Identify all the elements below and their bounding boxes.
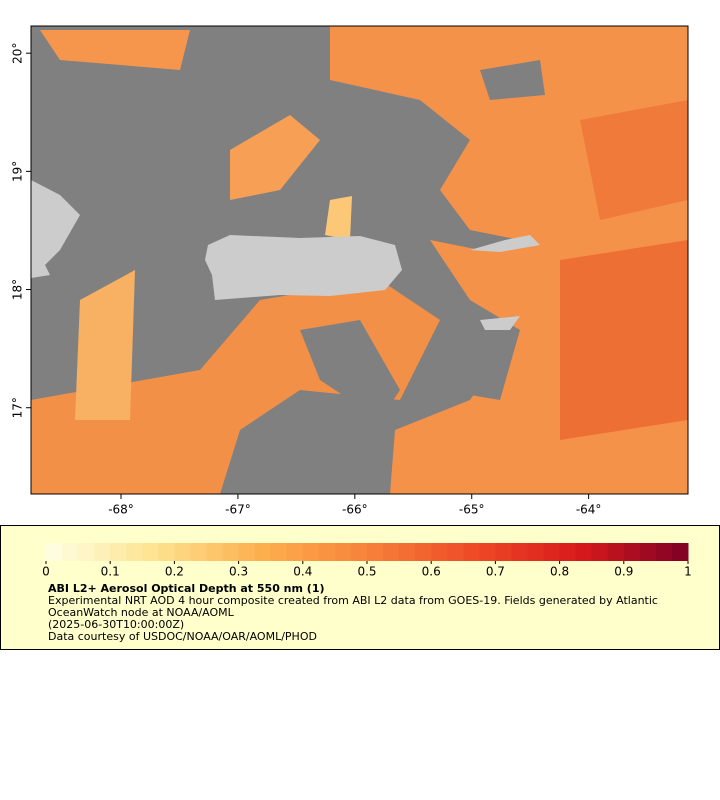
- colorbar-step: [142, 543, 159, 561]
- colorbar-step: [190, 543, 207, 561]
- colorbar-tick-label: 0.5: [357, 565, 376, 579]
- land-st-croix: [480, 316, 520, 330]
- colorbar-step: [222, 543, 240, 561]
- colorbar-step: [286, 543, 304, 561]
- land-puerto-rico: [205, 235, 402, 300]
- colorbar-step: [238, 543, 256, 561]
- colorbar-step: [495, 543, 512, 561]
- colorbar-step: [607, 543, 625, 561]
- aod-region: [560, 240, 688, 440]
- colorbar-step: [334, 543, 352, 561]
- colorbar-tick-label: 0: [42, 565, 50, 579]
- colorbar-tick-label: 0.6: [422, 565, 441, 579]
- colorbar-step: [126, 543, 143, 561]
- colorbar-step: [254, 543, 272, 561]
- aod-region: [325, 196, 352, 240]
- x-tick-label: -67°: [225, 503, 251, 517]
- colorbar-step: [383, 543, 400, 561]
- colorbar-step: [367, 543, 384, 561]
- aod-region: [580, 100, 688, 220]
- colorbar-step: [62, 543, 79, 561]
- colorbar-step: [575, 543, 593, 561]
- colorbar-step: [350, 543, 368, 561]
- colorbar-step: [206, 543, 224, 561]
- x-tick-label: -68°: [108, 503, 134, 517]
- land-virgin-islands: [470, 235, 540, 252]
- colorbar-tick-label: 0.3: [229, 565, 248, 579]
- land-hispaniola: [31, 180, 80, 278]
- colorbar-step: [543, 543, 561, 561]
- colorbar-step: [655, 543, 673, 561]
- map-frame: [30, 25, 689, 495]
- x-tick-label: -64°: [576, 503, 602, 517]
- colorbar-tick-label: 0.2: [165, 565, 184, 579]
- colorbar-step: [270, 543, 288, 561]
- colorbar-step: [94, 543, 111, 561]
- caption-line: (2025-06-30T10:00:00Z): [48, 618, 185, 631]
- colorbar-tick-label: 0.8: [550, 565, 569, 579]
- aerosol-field: [31, 26, 688, 494]
- colorbar-step: [302, 543, 320, 561]
- colorbar-step: [591, 543, 609, 561]
- colorbar: 0 0.1 0.2 0.3 0.4 0.5 0.6 0.7 0.8 0.9 1: [42, 543, 692, 579]
- colorbar-step: [415, 543, 432, 561]
- aod-region: [40, 30, 190, 70]
- colorbar-step: [399, 543, 416, 561]
- colorbar-step: [318, 543, 336, 561]
- x-tick-label: -65°: [459, 503, 485, 517]
- colorbar-step: [46, 543, 63, 561]
- colorbar-tick-label: 1: [684, 565, 692, 579]
- colorbar-step: [447, 543, 464, 561]
- colorbar-step: [671, 543, 689, 561]
- colorbar-step: [174, 543, 191, 561]
- colorbar-step: [623, 543, 641, 561]
- y-tick-label: 20°: [11, 43, 25, 64]
- colorbar-tick-label: 0.7: [486, 565, 505, 579]
- colorbar-step: [479, 543, 496, 561]
- aod-region: [230, 115, 320, 200]
- colorbar-step: [527, 543, 545, 561]
- colorbar-tick-label: 0.1: [101, 565, 120, 579]
- colorbar-step: [78, 543, 95, 561]
- caption: ABI L2+ Aerosol Optical Depth at 550 nm …: [48, 583, 688, 643]
- colorbar-tick-label: 0.4: [293, 565, 312, 579]
- caption-line: Data courtesy of USDOC/NOAA/OAR/AOML/PHO…: [48, 630, 317, 643]
- colorbar-step: [511, 543, 528, 561]
- aod-region: [75, 270, 135, 420]
- colorbar-step: [431, 543, 448, 561]
- colorbar-tick-label: 0.9: [614, 565, 633, 579]
- colorbar-step: [639, 543, 657, 561]
- colorbar-step: [158, 543, 175, 561]
- x-tick-label: -66°: [342, 503, 368, 517]
- caption-title: ABI L2+ Aerosol Optical Depth at 550 nm …: [48, 582, 325, 595]
- caption-line: Experimental NRT AOD 4 hour composite cr…: [48, 594, 658, 619]
- colorbar-step: [559, 543, 577, 561]
- y-tick-label: 18°: [11, 279, 25, 300]
- colorbar-step: [463, 543, 480, 561]
- no-data: [440, 330, 520, 400]
- y-tick-label: 17°: [11, 397, 25, 418]
- no-data: [300, 320, 400, 420]
- y-tick-label: 19°: [11, 161, 25, 182]
- axes: -68° -67° -66° -65° -64° 17° 18° 19° 20°: [11, 43, 602, 517]
- no-data: [480, 60, 545, 100]
- colorbar-step: [110, 543, 127, 561]
